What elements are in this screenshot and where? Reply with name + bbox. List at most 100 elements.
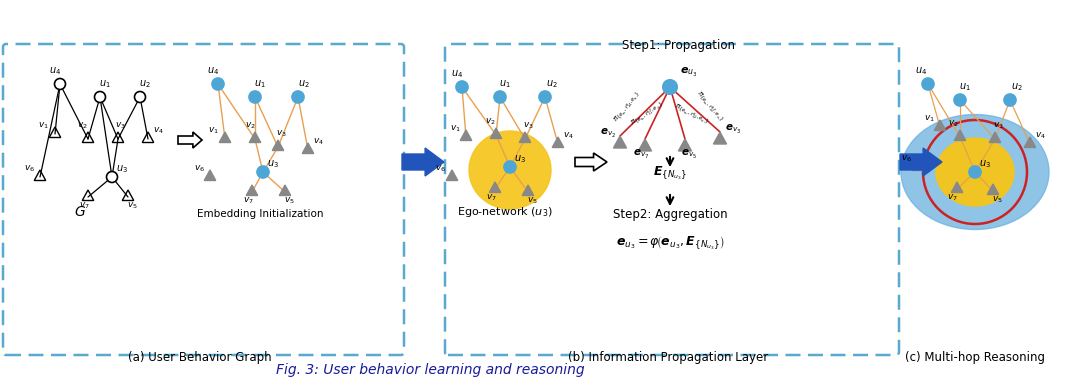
Text: $\boldsymbol{e}_{v_5}$: $\boldsymbol{e}_{v_5}$ (681, 148, 697, 161)
Text: $u_2$: $u_2$ (298, 78, 310, 90)
Circle shape (292, 91, 304, 103)
Polygon shape (987, 184, 999, 194)
Polygon shape (246, 185, 258, 196)
Text: $v_5$: $v_5$ (284, 196, 294, 206)
Polygon shape (989, 132, 1001, 142)
Text: $v_1$: $v_1$ (37, 120, 48, 131)
Text: $\pi_{\{e_{u_1},r_{11}^{uv},e_{v_1}\}}$: $\pi_{\{e_{u_1},r_{11}^{uv},e_{v_1}\}}$ (629, 99, 667, 129)
Ellipse shape (936, 138, 1014, 206)
Circle shape (107, 172, 117, 183)
Text: $v_3$: $v_3$ (114, 120, 126, 131)
Text: $u_2$: $u_2$ (1012, 81, 1023, 93)
Polygon shape (220, 132, 230, 142)
Polygon shape (613, 136, 627, 148)
Text: (c) Multi-hop Reasoning: (c) Multi-hop Reasoning (905, 351, 1045, 364)
Polygon shape (900, 148, 942, 176)
Text: Ego-network ($u_3$): Ego-network ($u_3$) (457, 205, 553, 219)
Polygon shape (490, 128, 502, 139)
Polygon shape (522, 185, 534, 196)
Text: $u_2$: $u_2$ (140, 78, 151, 90)
Text: $\boldsymbol{e}_{v_2}$: $\boldsymbol{e}_{v_2}$ (600, 127, 616, 140)
Circle shape (212, 78, 224, 90)
Text: $v_4$: $v_4$ (563, 131, 574, 141)
Text: $u_4$: $u_4$ (207, 65, 220, 77)
Polygon shape (639, 139, 651, 151)
Text: $v_6$: $v_6$ (902, 154, 912, 164)
Text: $u_4$: $u_4$ (451, 68, 463, 80)
Text: $\boldsymbol{e}_{v_7}$: $\boldsymbol{e}_{v_7}$ (633, 148, 649, 161)
Text: Fig. 3: User behavior learning and reasoning: Fig. 3: User behavior learning and reaso… (276, 363, 584, 377)
Polygon shape (678, 139, 692, 151)
Text: $v_4$: $v_4$ (1034, 131, 1046, 141)
Text: $G$: $G$ (74, 205, 86, 219)
Circle shape (663, 80, 677, 94)
Circle shape (1004, 94, 1016, 106)
Circle shape (456, 81, 468, 93)
Text: $u_4$: $u_4$ (49, 65, 61, 77)
Text: $v_6$: $v_6$ (25, 163, 35, 174)
Polygon shape (178, 132, 201, 148)
Text: $v_7$: $v_7$ (79, 201, 90, 211)
Polygon shape (1024, 137, 1036, 147)
Polygon shape (954, 130, 966, 141)
Polygon shape (575, 153, 607, 171)
Text: $v_1$: $v_1$ (923, 113, 935, 124)
Text: $v_5$: $v_5$ (527, 196, 537, 206)
Text: $v_7$: $v_7$ (243, 196, 254, 206)
Circle shape (134, 92, 145, 102)
Polygon shape (489, 182, 501, 193)
Polygon shape (552, 137, 564, 147)
Circle shape (249, 91, 261, 103)
Text: $\boldsymbol{E}_{\{N_{u_3}\}}$: $\boldsymbol{E}_{\{N_{u_3}\}}$ (652, 164, 688, 182)
Text: $v_2$: $v_2$ (77, 120, 87, 131)
Text: $u_1$: $u_1$ (99, 78, 111, 90)
Polygon shape (519, 132, 531, 142)
Circle shape (257, 166, 269, 178)
Text: $v_2$: $v_2$ (485, 117, 496, 127)
Text: $u_3$: $u_3$ (116, 163, 128, 175)
Text: $v_2$: $v_2$ (948, 118, 958, 129)
Ellipse shape (469, 131, 551, 209)
Text: $u_2$: $u_2$ (546, 78, 558, 90)
Circle shape (494, 91, 506, 103)
Text: $v_7$: $v_7$ (947, 193, 957, 203)
Text: Embedding Initialization: Embedding Initialization (197, 209, 323, 219)
Text: $v_1$: $v_1$ (208, 126, 219, 136)
Polygon shape (461, 130, 472, 141)
Text: $\boldsymbol{e}_{u_3}$: $\boldsymbol{e}_{u_3}$ (680, 66, 697, 79)
Circle shape (539, 91, 551, 103)
Circle shape (969, 166, 981, 178)
Circle shape (504, 161, 516, 173)
Polygon shape (402, 148, 445, 176)
Text: Step1: Propagation: Step1: Propagation (621, 39, 734, 52)
Text: $v_4$: $v_4$ (152, 126, 163, 136)
Polygon shape (447, 170, 457, 181)
Text: $\pi_{\{e_{u_1},r_{14}^u,e_{u_4}\}}$: $\pi_{\{e_{u_1},r_{14}^u,e_{u_4}\}}$ (612, 89, 644, 125)
Polygon shape (249, 132, 261, 142)
Text: $v_3$: $v_3$ (992, 120, 1003, 131)
Circle shape (922, 78, 934, 90)
Circle shape (95, 92, 106, 102)
Text: $\boldsymbol{e}_{u_3} = \varphi\!\left(\boldsymbol{e}_{u_3},\boldsymbol{E}_{\{N_: $\boldsymbol{e}_{u_3} = \varphi\!\left(\… (615, 235, 725, 252)
Text: $u_3$: $u_3$ (979, 158, 991, 170)
Circle shape (954, 94, 966, 106)
Text: $v_2$: $v_2$ (244, 120, 256, 131)
Text: $v_3$: $v_3$ (276, 128, 287, 139)
Text: $v_5$: $v_5$ (991, 194, 1002, 205)
Text: $v_6$: $v_6$ (436, 163, 447, 174)
Polygon shape (713, 132, 727, 144)
Text: (a) User Behavior Graph: (a) User Behavior Graph (128, 351, 272, 364)
Text: $u_1$: $u_1$ (499, 78, 511, 90)
Circle shape (54, 78, 65, 89)
Polygon shape (912, 160, 924, 170)
Text: $\boldsymbol{e}_{v_3}$: $\boldsymbol{e}_{v_3}$ (725, 123, 741, 136)
Text: $u_4$: $u_4$ (915, 65, 927, 77)
Text: $v_1$: $v_1$ (450, 123, 461, 134)
Text: $u_1$: $u_1$ (254, 78, 265, 90)
Text: $u_3$: $u_3$ (266, 158, 279, 170)
Polygon shape (205, 170, 215, 181)
Text: $v_5$: $v_5$ (127, 201, 138, 211)
Text: $v_4$: $v_4$ (312, 136, 323, 147)
Polygon shape (951, 182, 963, 193)
Text: (b) Information Propagation Layer: (b) Information Propagation Layer (568, 351, 769, 364)
